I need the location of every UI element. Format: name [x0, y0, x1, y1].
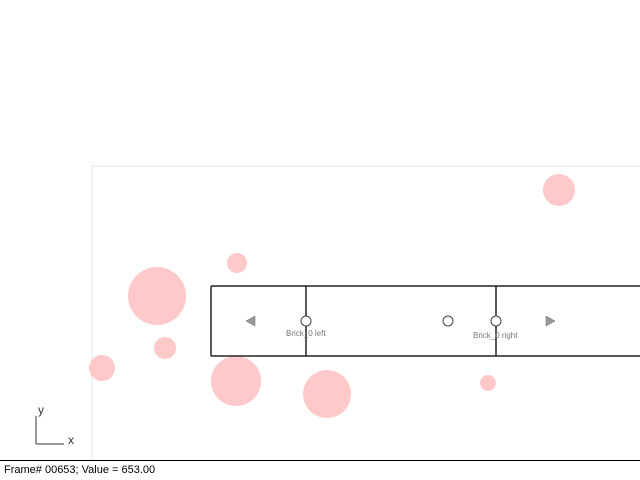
- brick-0[interactable]: Brick_0 left Brick_0 right: [210, 285, 640, 357]
- particle: [154, 337, 176, 359]
- particle: [227, 253, 247, 273]
- axis-indicator: y x: [35, 403, 74, 447]
- y-axis-label: y: [38, 403, 44, 417]
- x-axis-label: x: [68, 433, 74, 447]
- particles: [89, 174, 575, 475]
- particle: [303, 370, 351, 418]
- brick-left-handle[interactable]: [300, 315, 312, 327]
- right-triangle-icon[interactable]: [545, 315, 556, 327]
- particle: [128, 267, 186, 325]
- particle: [211, 356, 261, 406]
- brick-right-handle[interactable]: [490, 315, 502, 327]
- brick-center-handle[interactable]: [442, 315, 454, 327]
- particle: [480, 375, 496, 391]
- particle: [89, 355, 115, 381]
- left-triangle-icon[interactable]: [245, 315, 256, 327]
- particle: [543, 174, 575, 206]
- status-bar: Frame# 00653; Value = 653.00: [0, 460, 640, 480]
- frame-counter-text: Frame# 00653; Value = 653.00: [4, 464, 156, 476]
- brick-right-label: Brick_0 right: [473, 331, 518, 340]
- world-frame: [91, 165, 640, 476]
- brick-left-label: Brick_0 left: [286, 329, 326, 338]
